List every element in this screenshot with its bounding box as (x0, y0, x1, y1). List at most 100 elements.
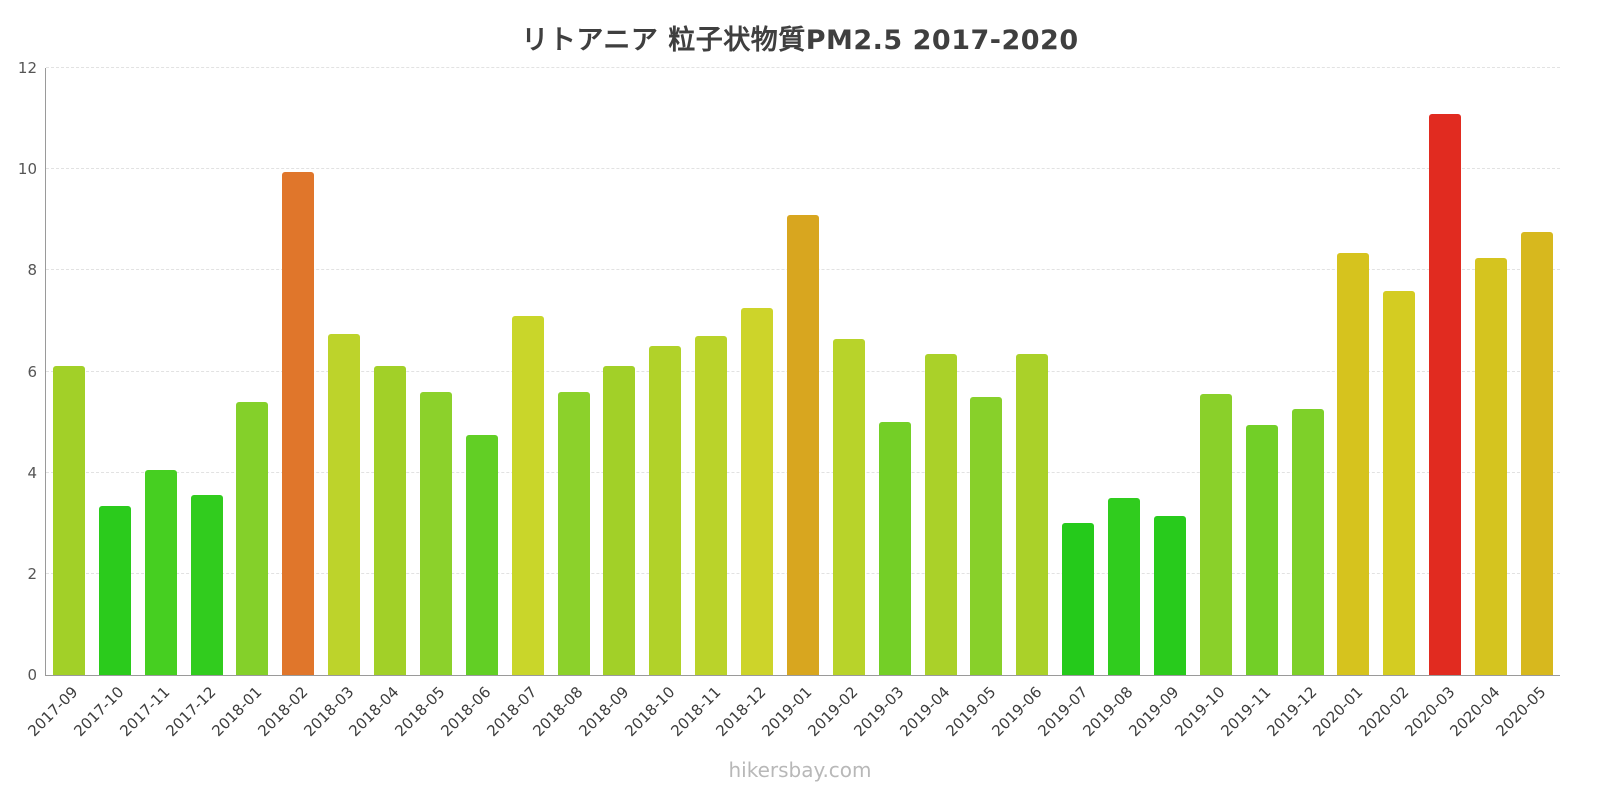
bar (374, 366, 407, 675)
y-axis-tick-label: 6 (27, 362, 37, 381)
bar-slot: 2018-02 (254, 68, 321, 740)
bar-slot: 2019-08 (1080, 68, 1147, 740)
bar-slot: 2017-12 (162, 68, 230, 740)
bar (695, 336, 728, 675)
x-axis-label: 2018-09 (575, 683, 633, 741)
bar (98, 505, 131, 675)
bar-slot: 2018-10 (621, 68, 688, 740)
x-axis-label: 2020-02 (1354, 683, 1413, 741)
bar-slot: 2019-04 (896, 68, 964, 740)
chart-title: リトアニア 粒子状物質PM2.5 2017-2020 (521, 25, 1079, 56)
bar (832, 338, 865, 675)
bar-slot: 2017-09 (25, 68, 92, 740)
bar-slot: 2018-01 (208, 68, 276, 740)
bar (741, 308, 774, 675)
bar (1153, 515, 1186, 675)
bar-slot: 2019-09 (1126, 68, 1193, 740)
x-axis-label: 2020-05 (1492, 683, 1550, 741)
bar (328, 333, 361, 675)
bar (511, 315, 544, 675)
x-axis-label: 2017-12 (162, 683, 220, 741)
bar (190, 495, 223, 675)
bar-slot: 2020-01 (1309, 68, 1377, 740)
bar-slot: 2018-09 (575, 68, 643, 740)
bar-slot: 2020-04 (1447, 68, 1514, 740)
bar (1383, 290, 1416, 675)
bar-slot: 2019-03 (850, 68, 918, 740)
bar-slot: 2018-07 (483, 68, 551, 740)
x-axis-label: 2019-05 (942, 683, 1000, 741)
y-axis-tick-label: 8 (27, 261, 37, 280)
bar-slot: 2018-06 (437, 68, 505, 740)
bar (1291, 409, 1324, 675)
bar-slot: 2020-03 (1401, 68, 1468, 740)
bars-row: 2017-09 2017-10 2017-11 2017-12 2018-01 2018-… (25, 68, 1560, 740)
bar (52, 366, 85, 675)
bar (282, 171, 315, 675)
bar-slot: 2019-07 (1034, 68, 1101, 740)
bar-slot: 2019-06 (988, 68, 1055, 740)
bar (465, 434, 498, 675)
bar-slot: 2017-10 (70, 68, 138, 740)
x-axis-label: 2019-10 (1171, 683, 1229, 741)
bar-slot: 2018-11 (667, 68, 734, 740)
x-axis-label: 2020-03 (1400, 683, 1458, 741)
bar (144, 470, 177, 675)
bar (1245, 424, 1278, 675)
gridline (46, 67, 1560, 68)
bar (603, 366, 636, 675)
bar-slot: 2018-05 (392, 68, 459, 740)
x-axis-label: 2018-03 (299, 683, 357, 741)
x-axis-label: 2020-04 (1446, 683, 1504, 741)
bar (1062, 523, 1095, 675)
x-axis-label: 2018-04 (345, 683, 403, 741)
x-axis-label: 2019-01 (758, 683, 816, 741)
x-axis-label: 2019-02 (804, 683, 862, 741)
y-axis-tick-label: 10 (17, 160, 37, 179)
x-axis-label: 2019-07 (1033, 683, 1091, 741)
bar-slot: 2019-01 (759, 68, 826, 740)
bar-slot: 2020-05 (1493, 68, 1560, 740)
x-axis-label: 2019-08 (1079, 683, 1137, 741)
x-axis-label: 2018-02 (253, 683, 312, 741)
bar (1475, 257, 1508, 675)
x-axis-label: 2018-08 (529, 683, 587, 741)
bar-slot: 2018-08 (529, 68, 597, 740)
y-axis-tick-label: 4 (27, 463, 37, 482)
bar (557, 391, 590, 675)
x-axis-label: 2019-06 (987, 683, 1046, 741)
bar (970, 396, 1003, 675)
bar (924, 353, 957, 675)
bar-slot: 2018-04 (346, 68, 413, 740)
y-axis-tick-label: 12 (17, 59, 37, 77)
bar (1199, 394, 1232, 675)
x-axis-label: 2018-07 (483, 683, 541, 741)
x-axis-label: 2019-09 (1125, 683, 1183, 741)
bar (1108, 497, 1141, 675)
bar-slot: 2017-11 (116, 68, 184, 740)
y-axis-tick-label: 2 (27, 564, 37, 583)
bar (419, 391, 452, 675)
x-axis-label: 2019-11 (1217, 683, 1275, 741)
x-axis-label: 2018-01 (208, 683, 266, 741)
bar (1337, 252, 1370, 675)
x-axis-label: 2017-09 (24, 683, 82, 741)
x-axis-label: 2018-11 (666, 683, 724, 741)
bar-slot: 2019-02 (804, 68, 872, 740)
bar (786, 214, 819, 675)
bar-slot: 2019-12 (1263, 68, 1331, 740)
bar-slot: 2019-10 (1171, 68, 1239, 740)
x-axis-label: 2017-10 (70, 683, 128, 741)
bar (1429, 113, 1462, 675)
x-axis-label: 2017-11 (116, 683, 174, 741)
x-axis-label: 2019-03 (850, 683, 908, 741)
x-axis-label: 2018-12 (712, 683, 770, 741)
x-axis-label: 2018-10 (620, 683, 679, 741)
gridline (46, 168, 1560, 170)
bar-slot: 2018-12 (713, 68, 780, 740)
y-axis-tick-label: 0 (27, 666, 37, 684)
x-axis-label: 2019-12 (1263, 683, 1321, 741)
x-axis-label: 2018-05 (391, 683, 449, 741)
x-axis-label: 2020-01 (1309, 683, 1367, 741)
